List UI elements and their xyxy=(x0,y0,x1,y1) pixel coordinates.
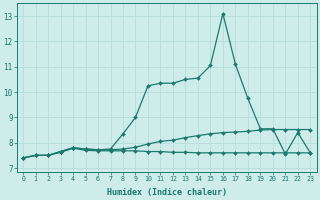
X-axis label: Humidex (Indice chaleur): Humidex (Indice chaleur) xyxy=(107,188,227,197)
